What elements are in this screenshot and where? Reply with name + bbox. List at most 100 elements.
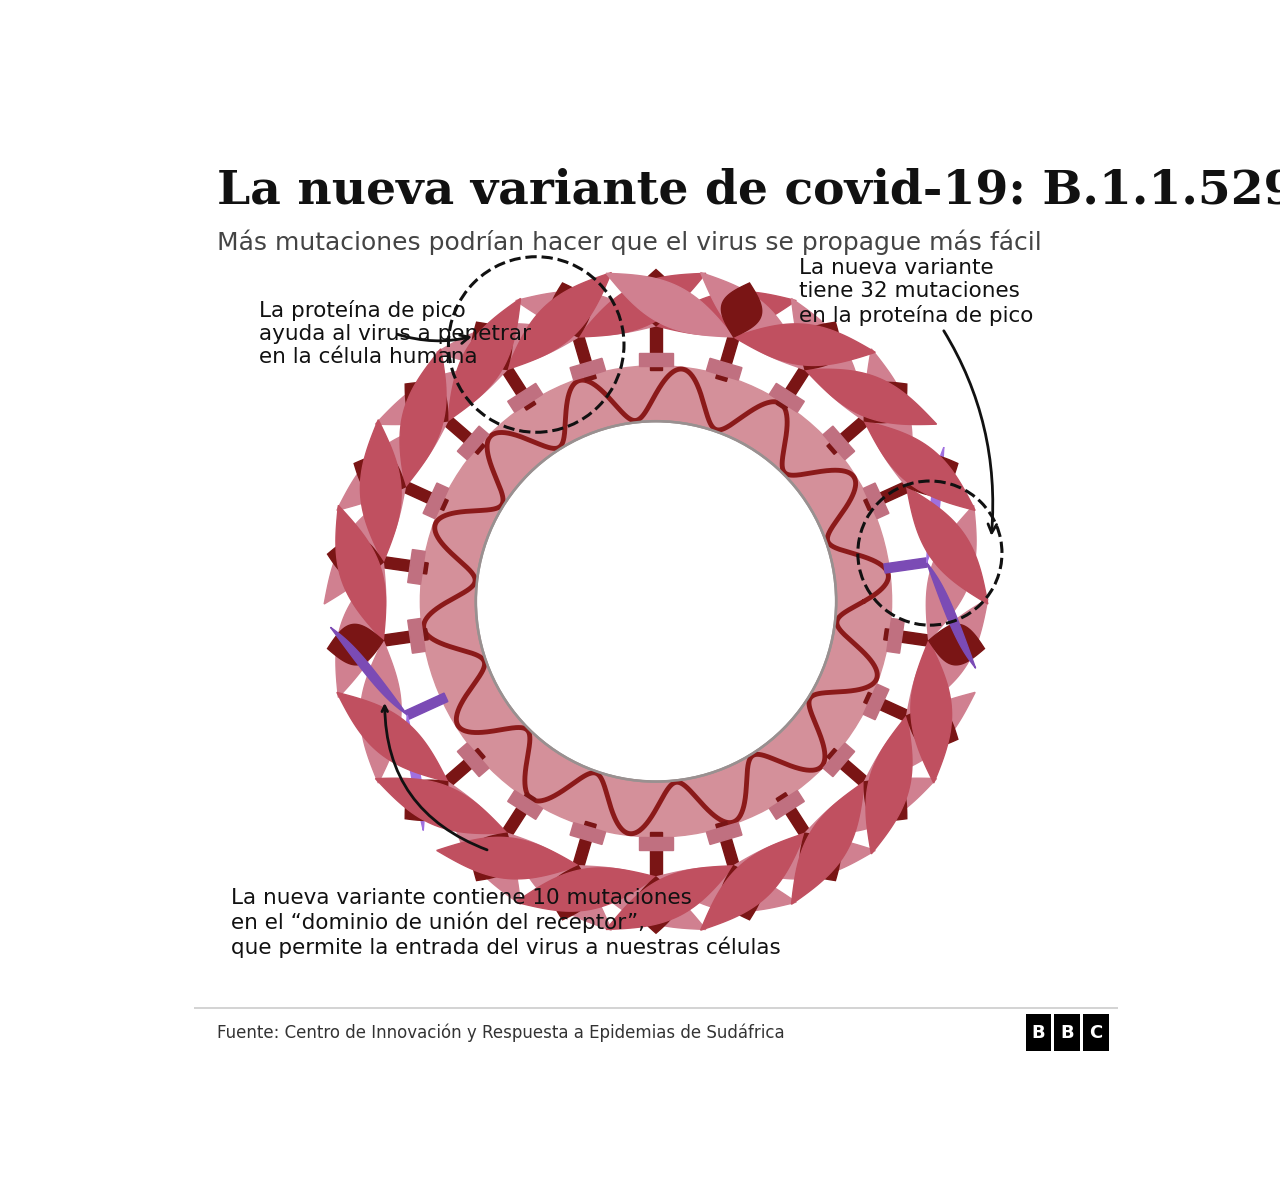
Polygon shape: [406, 383, 448, 422]
Polygon shape: [579, 274, 705, 337]
Text: B: B: [1032, 1024, 1046, 1042]
Text: C: C: [1089, 1024, 1102, 1042]
Polygon shape: [636, 270, 676, 326]
Polygon shape: [408, 618, 425, 653]
Polygon shape: [864, 482, 909, 510]
FancyBboxPatch shape: [1055, 1014, 1080, 1051]
Text: Fuente: Centro de Innovación y Respuesta a Epidemias de Sudáfrica: Fuente: Centro de Innovación y Respuesta…: [218, 1024, 785, 1042]
Polygon shape: [607, 865, 733, 930]
Polygon shape: [407, 715, 424, 830]
Polygon shape: [650, 326, 662, 371]
Polygon shape: [927, 563, 975, 668]
Polygon shape: [436, 324, 579, 366]
Polygon shape: [867, 349, 911, 487]
Polygon shape: [375, 779, 507, 834]
Polygon shape: [579, 865, 705, 930]
Polygon shape: [507, 833, 612, 930]
Polygon shape: [864, 421, 975, 510]
Polygon shape: [906, 708, 957, 748]
Polygon shape: [640, 836, 672, 850]
Polygon shape: [911, 641, 951, 784]
Polygon shape: [570, 823, 605, 845]
FancyBboxPatch shape: [1083, 1014, 1108, 1051]
Polygon shape: [436, 838, 579, 878]
Polygon shape: [355, 455, 406, 496]
Polygon shape: [716, 821, 739, 868]
Text: La nueva variante de covid-19: B.1.1.529: La nueva variante de covid-19: B.1.1.529: [218, 167, 1280, 214]
Polygon shape: [906, 455, 957, 496]
Polygon shape: [502, 366, 536, 410]
Polygon shape: [570, 359, 605, 380]
Polygon shape: [864, 692, 975, 782]
Text: La nueva variante
tiene 32 mutaciones
en la proteína de pico: La nueva variante tiene 32 mutaciones en…: [799, 258, 1033, 533]
Polygon shape: [448, 299, 521, 421]
Polygon shape: [883, 629, 929, 646]
Polygon shape: [508, 383, 543, 413]
Polygon shape: [607, 274, 733, 337]
Polygon shape: [657, 868, 796, 911]
Polygon shape: [502, 793, 536, 836]
Polygon shape: [403, 482, 448, 510]
Polygon shape: [864, 383, 906, 422]
Text: La nueva variante contiene 10 mutaciones
en el “dominio de unión del receptor”,
: La nueva variante contiene 10 mutaciones…: [230, 888, 781, 958]
Polygon shape: [444, 416, 485, 455]
Polygon shape: [573, 336, 596, 382]
Polygon shape: [887, 618, 904, 653]
Polygon shape: [707, 823, 742, 845]
Circle shape: [420, 366, 892, 838]
Polygon shape: [733, 324, 876, 366]
Polygon shape: [507, 272, 612, 370]
Polygon shape: [335, 505, 385, 641]
Polygon shape: [472, 323, 512, 370]
Polygon shape: [444, 749, 485, 786]
Polygon shape: [472, 833, 512, 881]
Polygon shape: [791, 782, 864, 905]
Polygon shape: [448, 782, 521, 905]
Polygon shape: [636, 877, 676, 934]
Polygon shape: [707, 359, 742, 380]
Polygon shape: [867, 716, 911, 854]
Polygon shape: [640, 353, 672, 366]
Polygon shape: [722, 865, 762, 919]
Text: B: B: [1060, 1024, 1074, 1042]
Polygon shape: [776, 366, 810, 410]
Polygon shape: [573, 821, 596, 868]
Polygon shape: [722, 283, 762, 337]
Polygon shape: [361, 420, 401, 562]
Polygon shape: [550, 865, 590, 919]
Polygon shape: [457, 743, 489, 776]
Polygon shape: [800, 833, 840, 881]
Polygon shape: [337, 692, 448, 782]
Polygon shape: [805, 370, 937, 425]
Polygon shape: [776, 793, 810, 836]
Polygon shape: [330, 628, 407, 715]
Polygon shape: [791, 299, 864, 421]
Polygon shape: [337, 421, 448, 510]
Polygon shape: [823, 743, 855, 776]
Polygon shape: [324, 487, 406, 604]
Polygon shape: [927, 505, 977, 641]
Polygon shape: [769, 383, 804, 413]
Circle shape: [481, 427, 831, 776]
Circle shape: [476, 421, 836, 781]
Polygon shape: [863, 484, 888, 518]
Polygon shape: [406, 694, 448, 719]
Polygon shape: [864, 692, 909, 721]
Polygon shape: [335, 562, 385, 697]
Polygon shape: [733, 838, 876, 878]
Polygon shape: [650, 833, 662, 877]
Text: Más mutaciones podrían hacer que el virus se propague más fácil: Más mutaciones podrían hacer que el viru…: [218, 229, 1042, 254]
Polygon shape: [361, 641, 401, 784]
Polygon shape: [383, 629, 429, 646]
Polygon shape: [827, 416, 868, 455]
FancyBboxPatch shape: [1025, 1014, 1051, 1051]
Text: La proteína de pico
ayuda al virus a penetrar
en la célula humana: La proteína de pico ayuda al virus a pen…: [259, 300, 531, 367]
Polygon shape: [716, 336, 739, 382]
Polygon shape: [864, 780, 906, 821]
Polygon shape: [827, 749, 868, 786]
Polygon shape: [769, 791, 804, 820]
Polygon shape: [383, 557, 429, 574]
Polygon shape: [406, 780, 448, 821]
Polygon shape: [823, 426, 855, 460]
Polygon shape: [700, 272, 805, 370]
